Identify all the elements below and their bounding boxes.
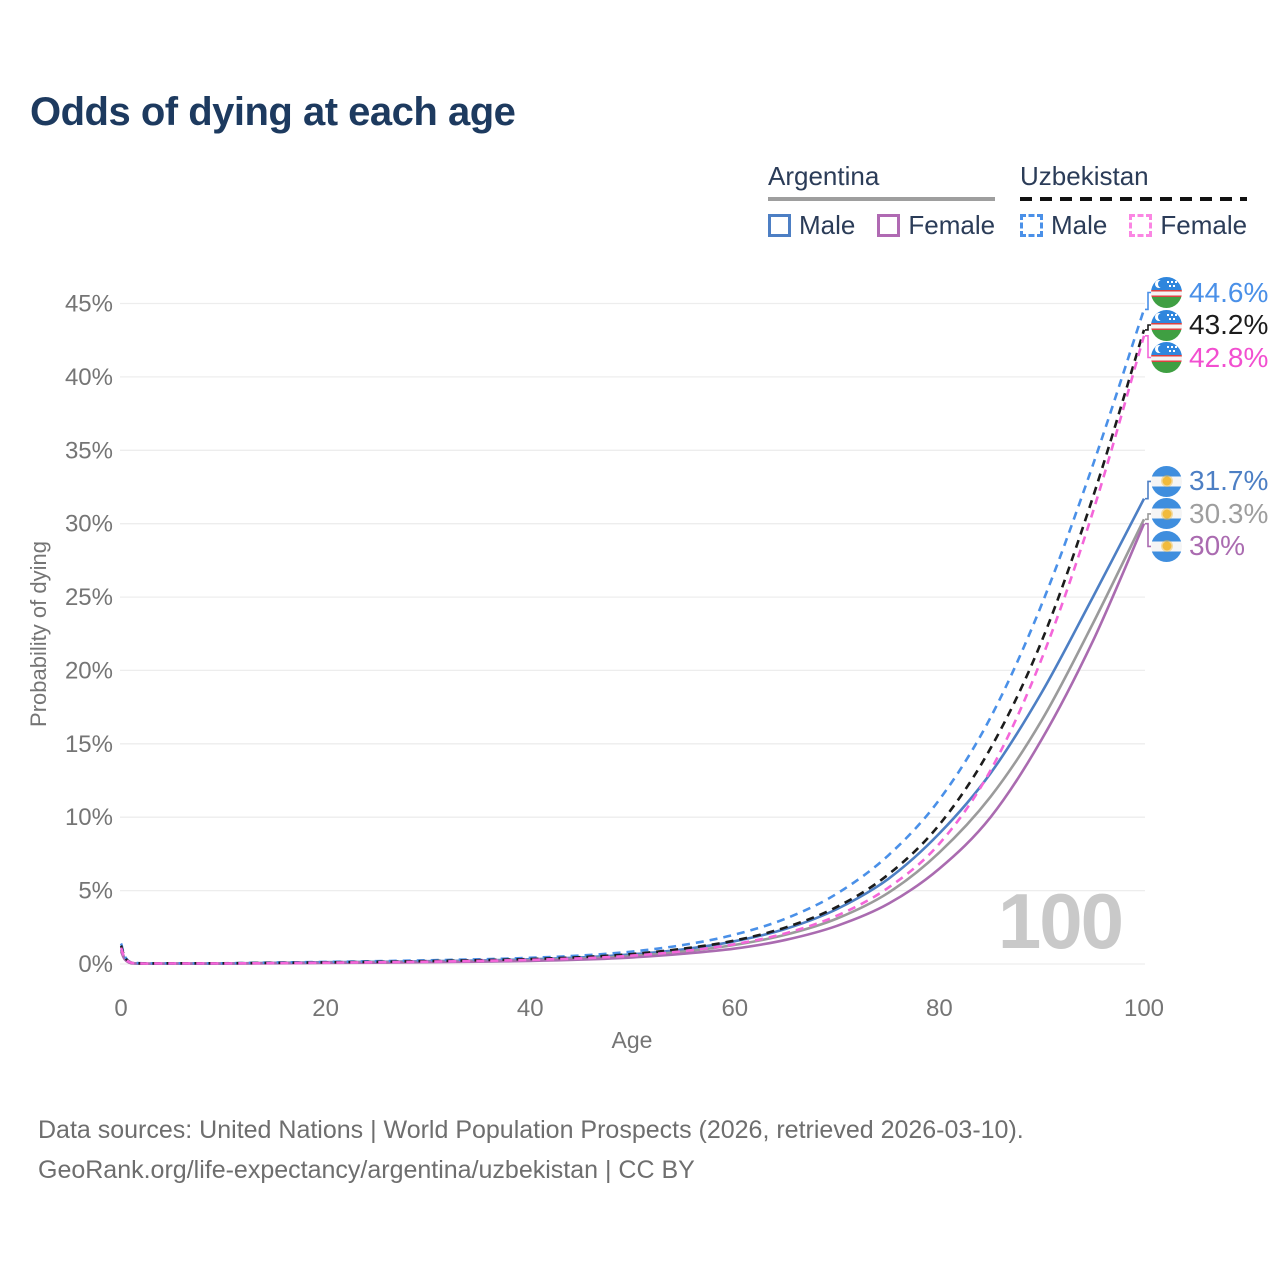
y-axis-title: Probability of dying xyxy=(26,541,51,727)
label-connector xyxy=(1145,335,1151,359)
legend-country-uzbekistan: Uzbekistan xyxy=(1020,161,1149,191)
legend-item-label: Male xyxy=(799,210,856,240)
end-value-label-uzbekistan-male: 44.6% xyxy=(1189,276,1269,308)
legend-underline-uzbekistan xyxy=(1020,197,1248,201)
ar-flag-icon xyxy=(1151,530,1182,562)
end-value-label-uzbekistan-female: 42.8% xyxy=(1189,341,1269,373)
uzbekistan-male-swatch-icon[interactable] xyxy=(1020,214,1043,237)
y-tick-label: 15% xyxy=(65,731,113,758)
y-tick-label: 20% xyxy=(65,657,113,684)
y-tick-label: 40% xyxy=(65,364,113,391)
legend-item-argentina-female[interactable]: Female xyxy=(877,210,995,241)
series-line-argentina-both-sexes xyxy=(119,518,1146,965)
y-tick-label: 0% xyxy=(78,951,113,978)
x-tick-label: 0 xyxy=(114,995,127,1022)
y-tick-label: 35% xyxy=(65,437,113,464)
end-value-label-argentina-female: 30% xyxy=(1189,530,1246,562)
ar-flag-icon xyxy=(1151,498,1182,530)
legend-country-argentina: Argentina xyxy=(768,161,880,191)
y-tick-label: 5% xyxy=(78,878,113,905)
legend-item-label: Female xyxy=(908,210,996,240)
legend-group-argentina: Argentina Male Female xyxy=(768,161,996,241)
age-watermark: 100 xyxy=(998,877,1122,965)
argentina-male-swatch-icon[interactable] xyxy=(768,214,791,237)
series-line-uzbekistan-both-sexes xyxy=(119,329,1146,965)
label-connector xyxy=(1145,480,1151,500)
label-connector xyxy=(1145,522,1151,548)
label-connector xyxy=(1145,324,1151,331)
y-tick-label: 45% xyxy=(65,291,113,318)
argentina-female-swatch-icon[interactable] xyxy=(877,214,901,237)
page-title: Odds of dying at each age xyxy=(30,90,516,134)
footer: Data sources: United Nations | World Pop… xyxy=(38,1110,1024,1190)
series-line-argentina-male xyxy=(119,498,1146,965)
x-axis-title: Age xyxy=(612,1027,653,1053)
y-tick-label: 30% xyxy=(65,511,113,538)
x-tick-label: 40 xyxy=(517,995,544,1022)
series-line-uzbekistan-male xyxy=(119,308,1146,965)
legend-item-uzbekistan-female[interactable]: Female xyxy=(1129,210,1247,241)
uzbekistan-female-swatch-icon[interactable] xyxy=(1129,214,1153,237)
x-tick-label: 20 xyxy=(312,995,339,1022)
end-value-label-uzbekistan-both-sexes: 43.2% xyxy=(1189,309,1269,341)
uz-flag-icon xyxy=(1151,309,1182,341)
y-tick-label: 25% xyxy=(65,584,113,611)
legend-item-label: Male xyxy=(1051,210,1108,240)
legend-item-argentina-male[interactable]: Male xyxy=(768,210,855,241)
legend-item-label: Female xyxy=(1160,210,1248,240)
x-tick-label: 80 xyxy=(926,995,953,1022)
label-connector xyxy=(1145,291,1151,311)
uz-flag-icon xyxy=(1151,277,1182,309)
end-value-label-argentina-both-sexes: 30.3% xyxy=(1189,497,1269,529)
x-tick-label: 60 xyxy=(721,995,748,1022)
legend-group-uzbekistan: Uzbekistan Male Female xyxy=(1020,161,1248,241)
ar-flag-icon xyxy=(1151,465,1182,497)
legend-underline-argentina xyxy=(768,197,996,201)
uz-flag-icon xyxy=(1151,342,1182,374)
y-tick-label: 10% xyxy=(65,804,113,831)
x-tick-label: 100 xyxy=(1124,995,1164,1022)
end-value-label-argentina-male: 31.7% xyxy=(1189,465,1269,497)
legend-item-uzbekistan-male[interactable]: Male xyxy=(1020,210,1107,241)
data-source-text: Data sources: United Nations | World Pop… xyxy=(38,1116,1024,1144)
attribution-text: GeoRank.org/life-expectancy/argentina/uz… xyxy=(38,1156,695,1184)
label-connector xyxy=(1145,513,1151,521)
series-line-uzbekistan-female xyxy=(119,335,1146,965)
